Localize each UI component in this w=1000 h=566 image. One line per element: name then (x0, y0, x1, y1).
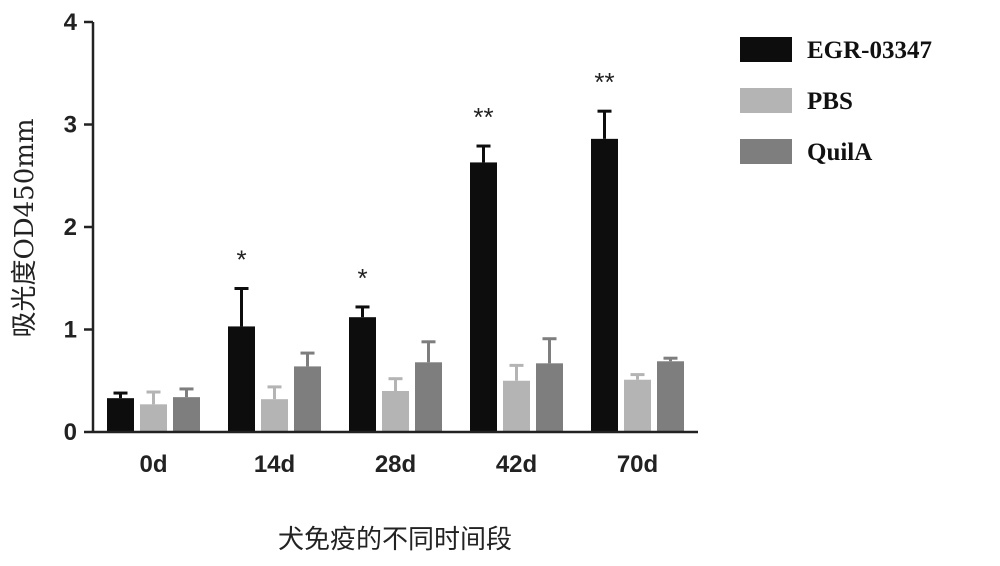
bar-pbs-14d (261, 399, 288, 432)
bar-pbs-0d (140, 404, 167, 432)
y-ticks: 0 1 2 3 4 (64, 9, 93, 446)
significance-marker: * (357, 263, 367, 293)
significance-marker: * (236, 245, 246, 275)
x-tick-label: 14d (254, 451, 295, 478)
legend-swatch (740, 37, 792, 62)
legend-swatch (740, 88, 792, 113)
x-tick-label: 28d (375, 451, 416, 478)
bar-quila-42d (536, 363, 563, 432)
y-tick-label: 1 (64, 317, 77, 344)
x-ticks: 0d 14d 28d 42d 70d (139, 451, 658, 478)
bar-pbs-42d (503, 380, 530, 432)
bar-egr-03347-14d (228, 326, 255, 432)
bar-pbs-70d (624, 379, 651, 432)
legend-swatch (740, 139, 792, 164)
bar-quila-0d (173, 397, 200, 432)
x-tick-label: 0d (139, 451, 167, 478)
legend-label: QuilA (807, 139, 872, 166)
chart-axes: 0 1 2 3 4 0d 14d 28d 42d 70d 吸光度OD450mm 犬免疫的不同时间… (10, 9, 698, 555)
bar-egr-03347-70d (591, 138, 618, 432)
legend-label: EGR-03347 (807, 37, 932, 64)
y-axis-title: 吸光度OD450mm (10, 118, 40, 337)
legend: EGR-03347 PBS QuilA (740, 37, 932, 166)
bar-quila-28d (415, 362, 442, 432)
chart-marks: ****** (107, 67, 684, 433)
y-tick-label: 4 (64, 9, 78, 36)
x-tick-label: 70d (617, 451, 658, 478)
y-tick-label: 2 (64, 214, 77, 241)
significance-marker: ** (594, 67, 614, 97)
y-tick-label: 0 (64, 419, 77, 446)
bar-quila-14d (294, 366, 321, 432)
x-tick-label: 42d (496, 451, 537, 478)
y-tick-label: 3 (64, 112, 77, 139)
legend-label: PBS (807, 88, 853, 115)
bar-egr-03347-28d (349, 317, 376, 432)
bar-egr-03347-42d (470, 162, 497, 433)
significance-marker: ** (473, 102, 493, 132)
bar-pbs-28d (382, 391, 409, 432)
bar-egr-03347-0d (107, 398, 134, 432)
x-axis-title: 犬免疫的不同时间段 (278, 525, 512, 555)
bar-quila-70d (657, 361, 684, 432)
